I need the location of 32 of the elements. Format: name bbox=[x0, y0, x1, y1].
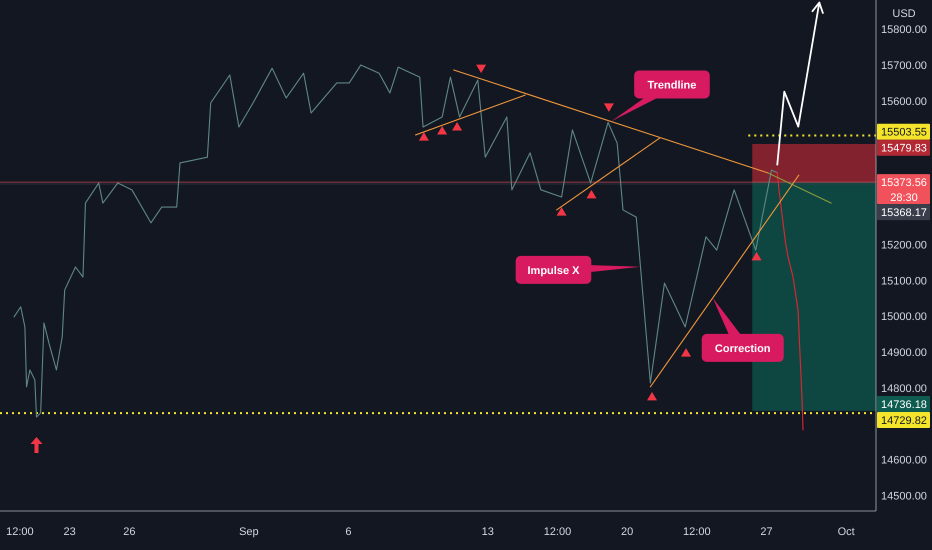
x-tick-label: Oct bbox=[838, 526, 855, 538]
text: USD bbox=[892, 8, 916, 20]
x-tick-label: 13 bbox=[482, 526, 494, 538]
annotation: Correction bbox=[714, 342, 771, 355]
text: 28:30 bbox=[890, 192, 918, 204]
ref-line-label: 15368.17 bbox=[881, 207, 927, 220]
ref-line-label: 15503.55 bbox=[881, 126, 927, 139]
x-tick-label: 12:00 bbox=[544, 526, 572, 538]
annotation: Trendline bbox=[648, 79, 696, 92]
ref-line-label: 14729.82 bbox=[881, 414, 927, 427]
x-tick-label: 26 bbox=[123, 526, 136, 538]
x-tick-label: 6 bbox=[345, 526, 352, 538]
y-tick-label: 14600.00 bbox=[881, 454, 927, 467]
y-tick-label: 15000.00 bbox=[881, 311, 927, 324]
band-label: 14736.18 bbox=[881, 398, 927, 411]
x-tick-label: 20 bbox=[621, 526, 634, 538]
annotation: Impulse X bbox=[528, 264, 580, 277]
x-tick-label: 12:00 bbox=[6, 526, 34, 538]
x-tick-label: 12:00 bbox=[683, 526, 711, 538]
y-tick-label: 14500.00 bbox=[881, 490, 927, 503]
y-tick-label: 15700.00 bbox=[881, 60, 927, 72]
x-tick-label: 27 bbox=[760, 526, 773, 538]
y-tick-label: 14800.00 bbox=[881, 382, 927, 395]
y-tick-label: 14900.00 bbox=[881, 347, 927, 360]
x-tick-label: 23 bbox=[64, 526, 76, 538]
y-tick-label: 15100.00 bbox=[881, 275, 927, 288]
band-label: 15479.83 bbox=[881, 142, 927, 155]
x-tick-label: Sep bbox=[239, 526, 259, 538]
ref-line-label: 15373.56 bbox=[881, 177, 927, 190]
y-tick-label: 15800.00 bbox=[881, 24, 927, 36]
y-tick-label: 15200.00 bbox=[881, 239, 927, 252]
y-tick-label: 15600.00 bbox=[881, 96, 927, 108]
